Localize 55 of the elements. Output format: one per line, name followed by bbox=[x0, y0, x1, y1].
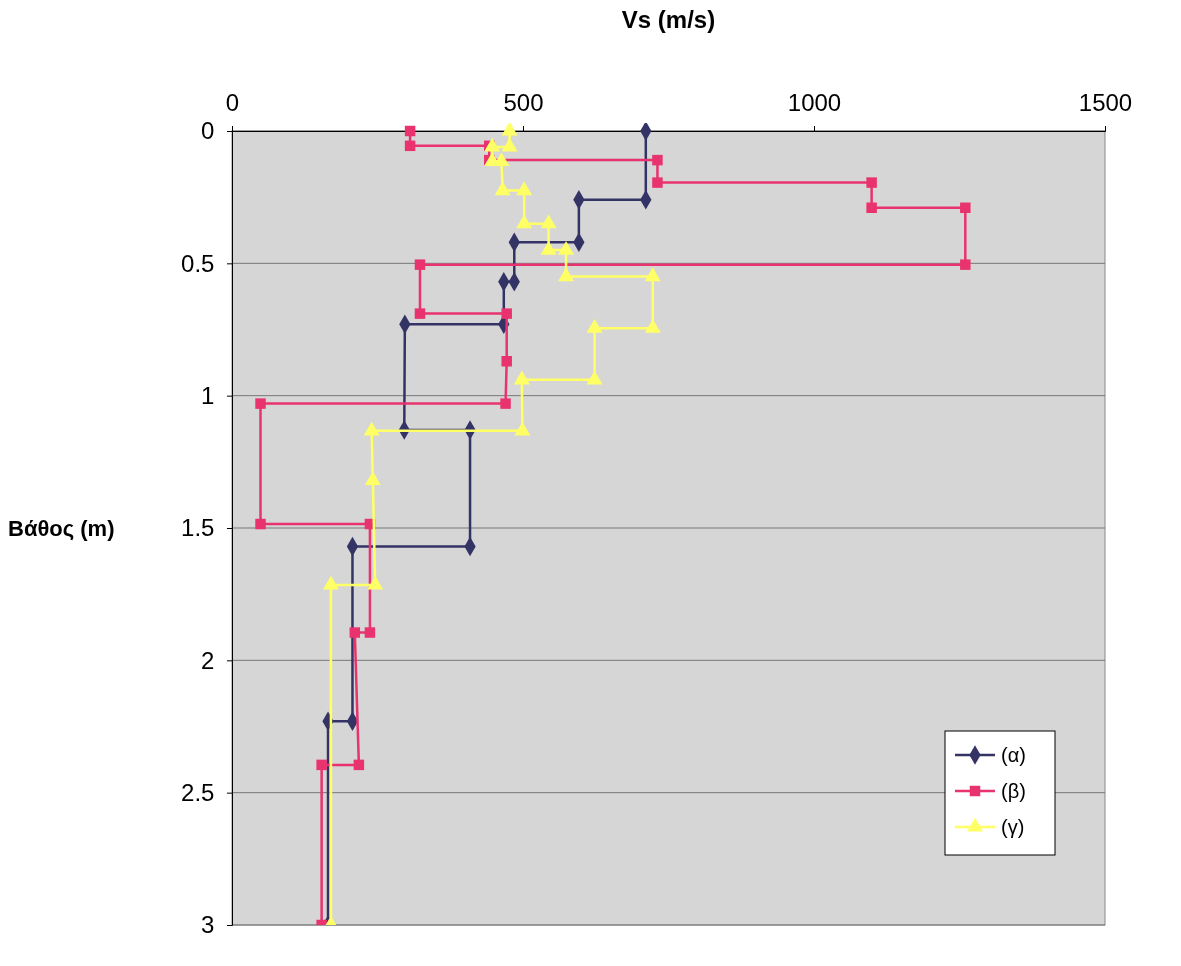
point bbox=[501, 137, 518, 152]
y-tick-label: 0.5 bbox=[181, 249, 215, 277]
legend-label: (β) bbox=[1001, 780, 1026, 802]
point bbox=[586, 318, 603, 333]
y-tick-label: 1 bbox=[201, 381, 215, 409]
point bbox=[960, 259, 971, 270]
point bbox=[255, 518, 266, 530]
y-axis-title: Βάθος (m) bbox=[8, 516, 115, 541]
point bbox=[644, 267, 661, 282]
legend-label: (α) bbox=[1001, 744, 1026, 766]
point bbox=[322, 575, 339, 590]
x-axis-title: Vs (m/s) bbox=[621, 6, 716, 33]
point bbox=[501, 123, 518, 136]
point bbox=[866, 177, 877, 188]
x-tick-label: 0 bbox=[225, 89, 240, 116]
x-tick-label: 1000 bbox=[787, 89, 842, 116]
point bbox=[501, 308, 512, 319]
point bbox=[516, 214, 533, 229]
point bbox=[540, 240, 557, 255]
point bbox=[513, 370, 530, 385]
y-tick-label: 2.5 bbox=[181, 778, 215, 806]
x-tick-label: 1500 bbox=[1078, 89, 1133, 116]
point bbox=[516, 181, 533, 196]
point bbox=[866, 202, 877, 213]
point bbox=[414, 308, 426, 319]
point bbox=[514, 421, 531, 436]
point bbox=[363, 421, 380, 436]
point bbox=[484, 137, 501, 152]
point bbox=[367, 575, 384, 590]
point bbox=[364, 627, 376, 638]
point bbox=[349, 627, 361, 638]
point bbox=[404, 125, 416, 137]
point bbox=[316, 759, 327, 771]
point bbox=[404, 140, 416, 152]
point bbox=[500, 398, 511, 409]
y-tick-label: 1.5 bbox=[181, 514, 215, 542]
legend-label: (γ) bbox=[1001, 816, 1025, 838]
point bbox=[494, 181, 511, 196]
x-tick-label: 500 bbox=[503, 89, 544, 116]
y-tick-label: 2 bbox=[201, 646, 215, 674]
point bbox=[558, 267, 575, 282]
point bbox=[501, 356, 512, 367]
y-tick-label: 0 bbox=[201, 117, 215, 145]
point bbox=[558, 240, 575, 255]
y-tick-label: 3 bbox=[201, 911, 215, 939]
point bbox=[364, 471, 381, 485]
point bbox=[644, 318, 661, 333]
point bbox=[353, 759, 365, 771]
point bbox=[652, 154, 663, 166]
point bbox=[540, 214, 557, 229]
point bbox=[414, 259, 426, 270]
point bbox=[960, 202, 971, 213]
point bbox=[586, 370, 603, 385]
point bbox=[255, 398, 266, 409]
point bbox=[652, 177, 663, 188]
